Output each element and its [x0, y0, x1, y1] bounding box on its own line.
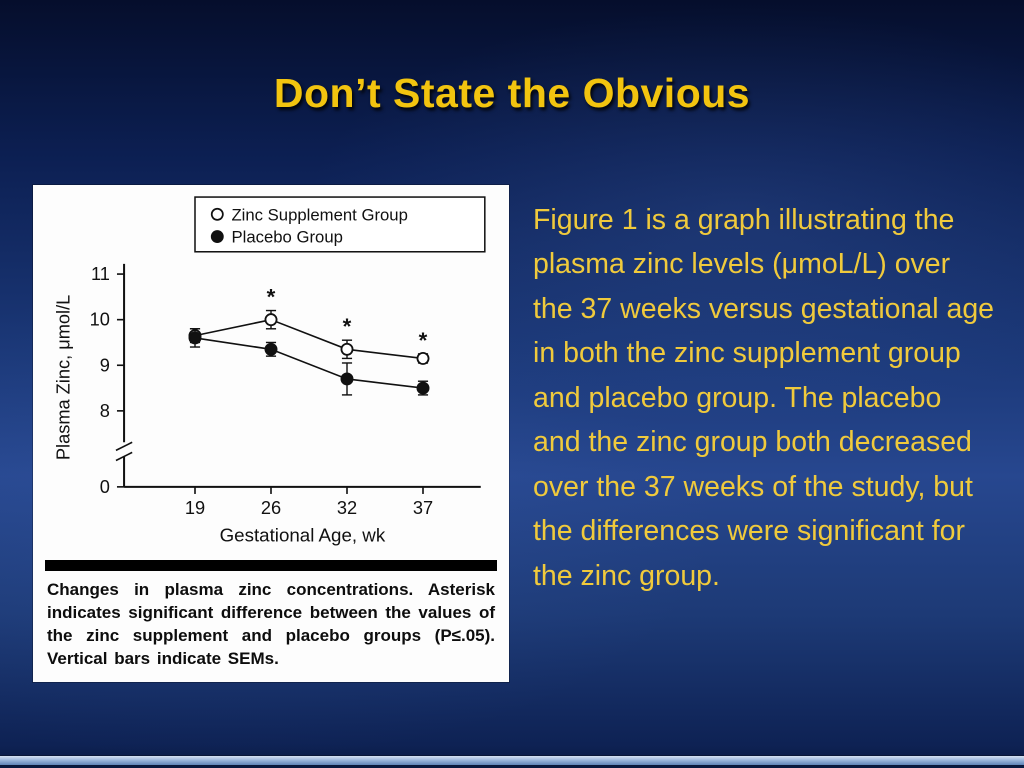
slide-title: Don’t State the Obvious — [273, 70, 751, 116]
svg-text:Placebo Group: Placebo Group — [231, 228, 342, 247]
significance-asterisk: * — [343, 314, 352, 339]
filled-circle — [188, 331, 202, 345]
open-circle — [264, 313, 278, 327]
chart-legend: Zinc Supplement Group Placebo Group — [194, 196, 486, 253]
svg-text:Plasma Zinc, μmol/L: Plasma Zinc, μmol/L — [52, 295, 73, 460]
open-circle — [340, 342, 354, 356]
chart-axes: 11 10 9 8 0 19 26 32 37 Gestational Age, wk Plasma… — [52, 263, 481, 546]
svg-text:Zinc Supplement Group: Zinc Supplement Group — [231, 205, 407, 224]
figure-caption: Changes in plasma zinc concentrations. A… — [47, 579, 495, 668]
svg-text:10: 10 — [90, 309, 110, 330]
bottom-strip — [0, 755, 1024, 766]
significance-asterisk: * — [419, 328, 428, 353]
series-0: * * * — [188, 284, 430, 365]
svg-text:26: 26 — [261, 497, 281, 518]
figure-divider — [45, 559, 497, 571]
significance-asterisk: * — [267, 284, 276, 309]
svg-text:11: 11 — [91, 263, 110, 284]
filled-circle — [416, 381, 430, 395]
filled-circle — [210, 230, 224, 244]
open-circle — [210, 207, 224, 221]
filled-circle — [340, 372, 354, 386]
svg-text:32: 32 — [337, 497, 357, 518]
svg-text:9: 9 — [100, 354, 110, 375]
figure-panel: 11 10 9 8 0 19 26 32 37 Gestational Age, wk Plasma… — [33, 185, 509, 682]
svg-text:8: 8 — [100, 400, 110, 421]
slide-body-text: Figure 1 is a graph illustrating the pla… — [533, 204, 995, 592]
filled-circle — [264, 342, 278, 356]
svg-text:19: 19 — [185, 497, 205, 518]
series-1 — [188, 328, 430, 396]
svg-text:Gestational Age, wk: Gestational Age, wk — [220, 525, 386, 546]
plasma-zinc-chart: 11 10 9 8 0 19 26 32 37 Gestational Age, wk Plasma… — [52, 196, 486, 546]
svg-text:0: 0 — [100, 476, 110, 497]
open-circle — [416, 351, 430, 365]
svg-text:37: 37 — [413, 497, 433, 518]
